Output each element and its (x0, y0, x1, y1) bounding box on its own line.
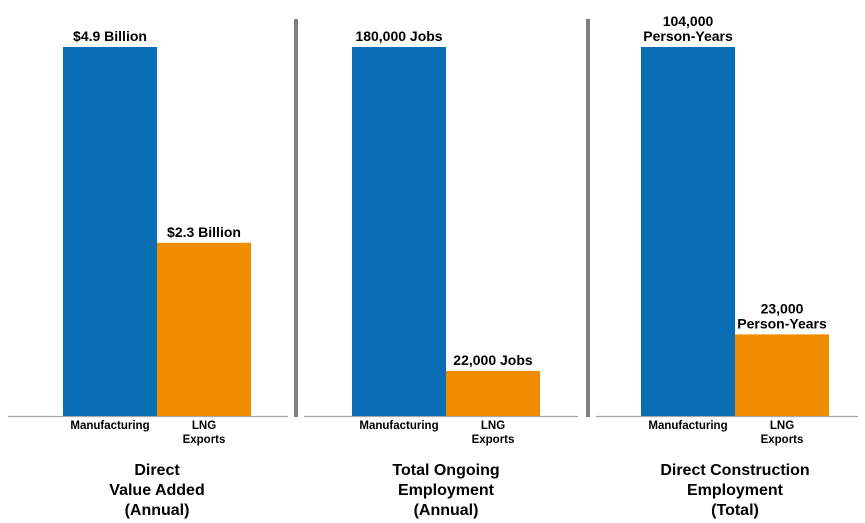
panel-title-3-line3: (Total) (711, 502, 759, 519)
category-label-panel2-bar2-line1: LNG (481, 420, 505, 432)
value-labels: $4.9 Billion $2.3 Billion 180,000 Jobs 22,0… (73, 13, 827, 368)
value-label-panel2-bar1: 180,000 Jobs (355, 28, 442, 44)
panel-title-1-line3: (Annual) (125, 502, 190, 519)
panel-divider-1 (294, 19, 298, 417)
panel-dividers (294, 19, 590, 417)
panel-divider-2 (586, 19, 590, 417)
category-label-panel1-bar2-line1: LNG (192, 420, 216, 432)
bar-panel2-lng-exports (446, 370, 540, 416)
value-label-panel1-bar1: $4.9 Billion (73, 28, 147, 44)
category-label-panel1-bar2-line2: Exports (183, 434, 226, 446)
category-label-panel2-bar1: Manufacturing (359, 420, 438, 432)
category-label-panel3-bar1: Manufacturing (648, 420, 727, 432)
category-label-panel2-bar2-line2: Exports (472, 434, 515, 446)
bar-panel2-manufacturing (352, 47, 446, 416)
value-label-panel3-bar1-line1: 104,000 (663, 13, 714, 29)
category-label-panel3-bar2-line2: Exports (761, 434, 804, 446)
bars (63, 47, 829, 416)
bar-panel3-manufacturing (641, 47, 735, 416)
value-label-panel3-bar2-line2: Person-Years (737, 315, 827, 331)
bar-panel1-manufacturing (63, 47, 157, 416)
bar-panel3-lng-exports (735, 334, 829, 416)
category-label-panel1-bar1: Manufacturing (70, 420, 149, 432)
panel-title-2-line3: (Annual) (414, 502, 479, 519)
value-label-panel1-bar2: $2.3 Billion (167, 224, 241, 240)
panel-title-2-line2: Employment (398, 482, 495, 499)
value-label-panel3-bar1-line2: Person-Years (643, 28, 733, 44)
value-label-panel2-bar2: 22,000 Jobs (453, 352, 533, 368)
value-label-panel3-bar2-line1: 23,000 (761, 300, 804, 316)
category-label-panel3-bar2-line1: LNG (770, 420, 794, 432)
panel-titles: Direct Value Added (Annual) Total Ongoing Em… (109, 462, 809, 519)
panel-title-1-line2: Value Added (109, 482, 204, 499)
panel-title-1-line1: Direct (134, 462, 180, 479)
panel-title-3-line1: Direct Construction (660, 462, 809, 479)
bar-panel1-lng-exports (157, 242, 251, 416)
panel-title-3-line2: Employment (687, 482, 784, 499)
panel-title-2-line1: Total Ongoing (392, 462, 499, 479)
category-labels: Manufacturing LNG Exports Manufacturing LNG E… (70, 420, 803, 446)
